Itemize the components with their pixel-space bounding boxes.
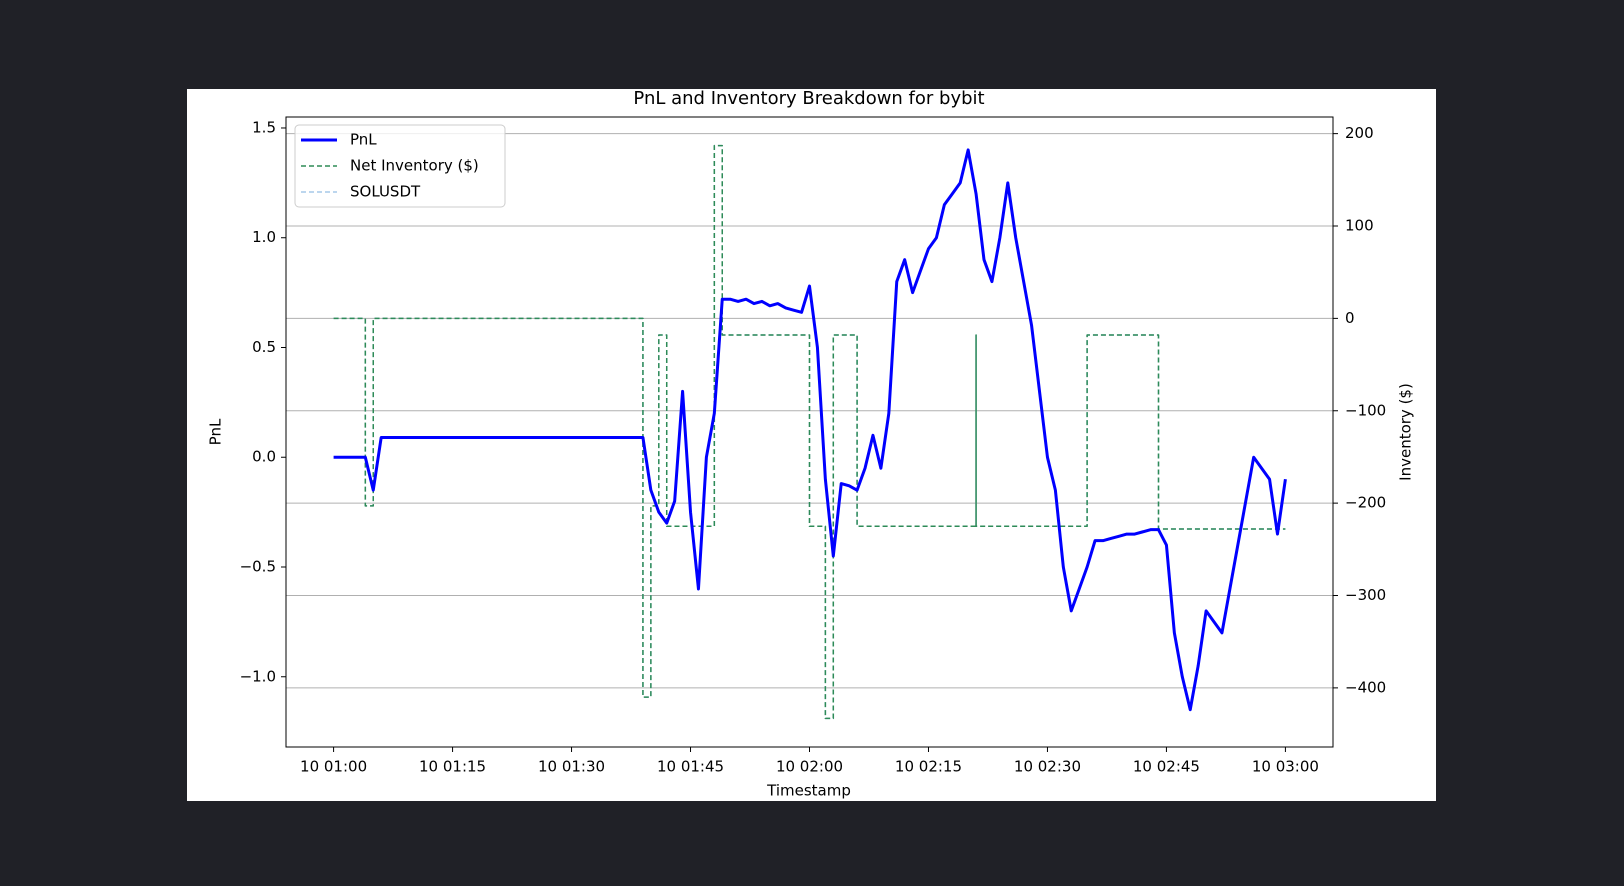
x-tick-label: 10 02:45 (1133, 758, 1200, 776)
series-line (333, 148, 1287, 712)
y2-tick-label: −400 (1345, 678, 1386, 696)
y-tick-label: 1.5 (252, 118, 276, 136)
x-tick-label: 10 02:30 (1014, 758, 1081, 776)
legend-box (294, 124, 506, 208)
y2-tick-label: 100 (1345, 217, 1374, 235)
x-tick-label: 10 01:15 (419, 758, 486, 776)
legend-label: Net Inventory ($) (350, 157, 479, 175)
y-tick-label: 0.5 (252, 338, 276, 356)
y-tick-label: 1.0 (252, 228, 276, 246)
y-tick-label: −1.0 (240, 667, 276, 685)
x-tick-label: 10 03:00 (1252, 758, 1319, 776)
x-tick-label: 10 02:15 (895, 758, 962, 776)
chart-title: PnL and Inventory Breakdown for bybit (633, 88, 984, 109)
y2-tick-label: −100 (1345, 401, 1386, 419)
y-tick-label: 0.0 (252, 448, 276, 466)
legend-label: SOLUSDT (350, 183, 421, 201)
y2-tick-label: 200 (1345, 124, 1374, 142)
x-tick-label: 10 01:30 (538, 758, 605, 776)
y-axis-label: PnL (207, 418, 225, 445)
y2-tick-label: −300 (1345, 586, 1386, 604)
y2-tick-label: 0 (1345, 309, 1355, 327)
y2-axis-label: Inventory ($) (1397, 383, 1415, 481)
x-axis-label: Timestamp (766, 782, 851, 800)
y2-tick-label: −200 (1345, 494, 1386, 512)
plot-frame (285, 116, 1334, 748)
y-tick-label: −0.5 (240, 558, 276, 576)
figure (187, 89, 1436, 801)
x-tick-label: 10 01:45 (657, 758, 724, 776)
legend-label: PnL (350, 131, 377, 149)
x-tick-label: 10 02:00 (776, 758, 843, 776)
x-tick-label: 10 01:00 (300, 758, 367, 776)
